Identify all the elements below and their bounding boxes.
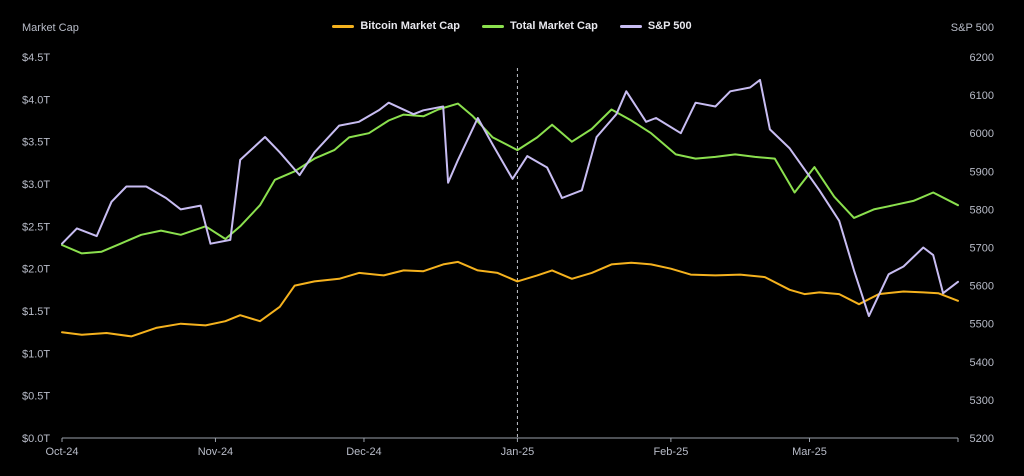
y-left-tick-label: $2.0T bbox=[22, 264, 50, 276]
series-line-sp500 bbox=[61, 78, 959, 318]
x-tick-label: Mar-25 bbox=[792, 446, 827, 458]
y-right-tick-label: 5300 bbox=[970, 395, 994, 407]
y-right-axis-title: S&P 500 bbox=[950, 22, 994, 34]
y-right-tick-label: 5400 bbox=[970, 357, 994, 369]
y-right-tick-label: 6100 bbox=[970, 90, 994, 102]
y-left-tick-label: $2.5T bbox=[22, 221, 50, 233]
y-left-tick-label: $3.0T bbox=[22, 179, 50, 191]
legend-label-total: Total Market Cap bbox=[510, 20, 598, 32]
y-left-tick-label: $3.5T bbox=[22, 137, 50, 149]
y-left-tick-label: $1.0T bbox=[22, 348, 50, 360]
legend-item-bitcoin[interactable]: Bitcoin Market Cap bbox=[332, 20, 460, 32]
y-right-tick-label: 5900 bbox=[970, 166, 994, 178]
y-right-tick-label: 5200 bbox=[970, 433, 994, 445]
x-tick-label: Feb-25 bbox=[653, 446, 688, 458]
x-tick-label: Jan-25 bbox=[501, 446, 535, 458]
y-right-tick-label: 5700 bbox=[970, 243, 994, 255]
y-left-tick-label: $4.5T bbox=[22, 52, 50, 64]
legend-label-bitcoin: Bitcoin Market Cap bbox=[360, 20, 460, 32]
y-right-tick-label: 6200 bbox=[970, 52, 994, 64]
legend-swatch-sp500 bbox=[619, 24, 642, 28]
y-left-tick-label: $4.0T bbox=[22, 94, 50, 106]
y-left-tick-label: $0.0T bbox=[22, 433, 50, 445]
legend-label-sp500: S&P 500 bbox=[647, 20, 692, 32]
legend-swatch-bitcoin bbox=[332, 24, 355, 28]
y-left-axis-title: Market Cap bbox=[22, 22, 79, 34]
legend-swatch-total bbox=[482, 24, 504, 28]
x-tick-label: Dec-24 bbox=[346, 446, 381, 458]
y-right-tick-label: 5500 bbox=[970, 319, 994, 331]
y-left-tick-label: $0.5T bbox=[22, 391, 50, 403]
x-tick-label: Nov-24 bbox=[198, 446, 233, 458]
y-right-tick-label: 5600 bbox=[970, 281, 994, 293]
legend: Bitcoin Market Cap Total Market Cap S&P … bbox=[0, 20, 1024, 32]
y-right-tick-label: 6000 bbox=[970, 128, 994, 140]
y-left-tick-label: $1.5T bbox=[22, 306, 50, 318]
legend-item-total[interactable]: Total Market Cap bbox=[482, 20, 598, 32]
y-right-tick-label: 5800 bbox=[970, 204, 994, 216]
x-tick-label: Oct-24 bbox=[45, 446, 78, 458]
series-line-total-market-cap bbox=[61, 102, 959, 255]
legend-item-sp500[interactable]: S&P 500 bbox=[619, 20, 692, 32]
series-line-bitcoin-market-cap bbox=[61, 260, 959, 338]
